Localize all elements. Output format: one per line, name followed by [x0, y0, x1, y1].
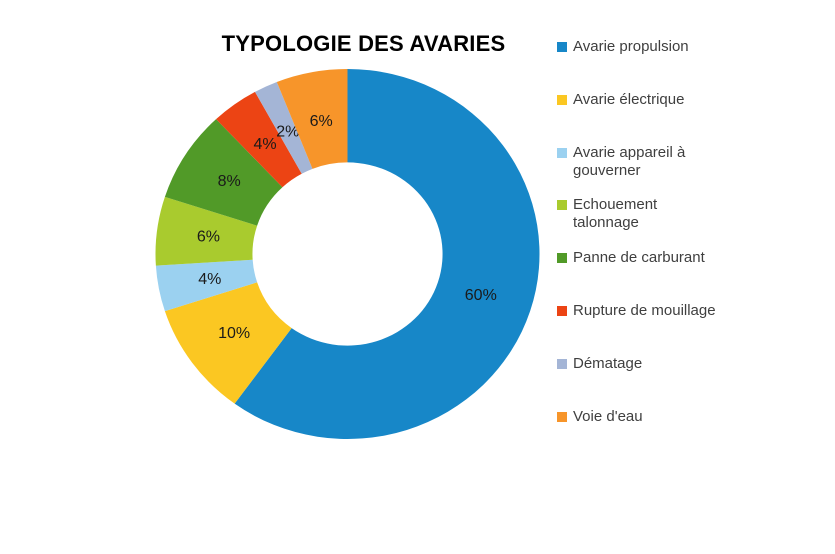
chart-legend: Avarie propulsion Avarie électrique Avarie…: [557, 38, 716, 460]
legend-item-echouement-talonnage: Echouement talonnage: [557, 196, 716, 249]
data-label-avarie-lectrique: 10%: [218, 325, 250, 342]
pie-slice-avarie-lectrique: [164, 282, 292, 404]
legend-item-panne-de-carburant: Panne de carburant: [557, 249, 716, 302]
data-label-echouement-talonnage: 6%: [197, 229, 220, 246]
pie-slice-echouement-talonnage: [155, 196, 258, 266]
pie-slice-avarie-appareil-gouverner: [155, 259, 258, 312]
legend-item-voie-d-eau: Voie d'eau: [557, 408, 716, 461]
data-label-voie-d-eau: 6%: [310, 113, 333, 130]
data-label-avarie-propulsion: 60%: [465, 287, 497, 304]
pie-slice-rupture-de-mouillage: [216, 91, 302, 188]
legend-label: Voie d'eau: [573, 407, 643, 425]
legend-swatch-icon: [557, 42, 567, 52]
legend-label: Avarie électrique: [573, 90, 685, 108]
pie-slice-d-matage: [255, 81, 313, 174]
legend-swatch-icon: [557, 200, 567, 211]
legend-swatch-icon: [557, 94, 567, 105]
legend-label: Dématage: [573, 354, 643, 372]
legend-label: Avarie appareil à gouverner: [573, 143, 686, 179]
legend-item-rupture-de-mouillage: Rupture de mouillage: [557, 302, 716, 355]
legend-label: Avarie propulsion: [573, 38, 689, 55]
legend-swatch-icon: [557, 253, 567, 264]
chart-title: TYPOLOGIE DES AVARIES: [221, 31, 506, 56]
legend-item-avarie-propulsion: Avarie propulsion: [557, 38, 716, 91]
legend-item-d-matage: Dématage: [557, 355, 716, 408]
legend-label: Rupture de mouillage: [573, 301, 716, 319]
pie-slice-avarie-propulsion: [234, 69, 540, 439]
pie-slice-panne-de-carburant: [164, 119, 283, 226]
data-label-avarie-appareil-gouverner: 4%: [198, 271, 221, 288]
data-label-d-matage: 2%: [276, 123, 299, 140]
legend-swatch-icon: [557, 305, 567, 316]
legend-item-avarie-lectrique: Avarie électrique: [557, 91, 716, 144]
legend-label: Panne de carburant: [573, 249, 705, 267]
legend-item-avarie-appareil-gouverner: Avarie appareil à gouverner: [557, 144, 716, 197]
legend-swatch-icon: [557, 411, 567, 422]
data-label-panne-de-carburant: 8%: [218, 173, 241, 190]
legend-swatch-icon: [557, 147, 567, 158]
legend-swatch-icon: [557, 358, 567, 369]
legend-label: Echouement talonnage: [573, 196, 658, 232]
data-label-rupture-de-mouillage: 4%: [254, 136, 277, 153]
pie-slice-voie-d-eau: [276, 69, 348, 169]
